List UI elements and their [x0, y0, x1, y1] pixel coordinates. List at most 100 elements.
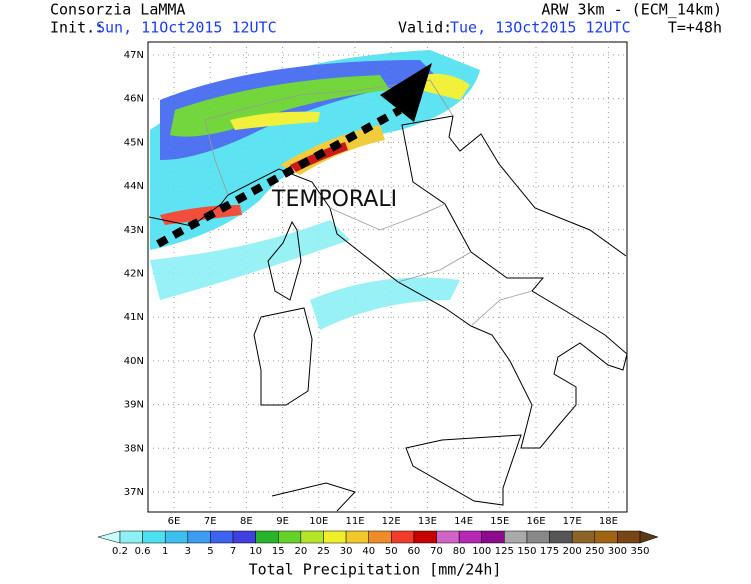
lon-label: 9E: [276, 516, 289, 527]
colorbar-label: 40: [362, 546, 375, 557]
lat-label: 37N: [124, 487, 144, 498]
lat-label: 43N: [124, 225, 144, 236]
colorbar-box: [210, 530, 234, 544]
colorbar-label: 100: [472, 546, 491, 557]
right-title: ARW 3km - (ECM_14km): [541, 1, 722, 19]
colorbar-box: [164, 530, 189, 544]
lon-label: 14E: [454, 516, 473, 527]
colorbar-label: 150: [517, 546, 536, 557]
colorbar-box: [119, 530, 143, 544]
colorbar-box: [278, 530, 302, 544]
colorbar-label: 200: [563, 546, 582, 557]
lon-label: 8E: [240, 516, 253, 527]
colorbar-box: [436, 530, 460, 544]
precip-area: [420, 73, 470, 100]
colorbar-box: [594, 530, 618, 544]
colorbar: 0.2 0.6 1 3 5 7 10 15 20 25 30 40 50 60 70 80 100 125 150 1…: [97, 530, 659, 557]
precip-area: [310, 277, 460, 330]
colorbar-label: 0.6: [135, 546, 151, 557]
colorbar-label: 250: [585, 546, 604, 557]
lon-label: 11E: [345, 516, 364, 527]
colorbar-label: 10: [249, 546, 262, 557]
colorbar-title: Total Precipitation [mm/24h]: [249, 561, 502, 579]
colorbar-label: 350: [630, 546, 649, 557]
lat-label: 42N: [124, 269, 144, 280]
lat-label: 40N: [124, 356, 144, 367]
lat-label: 47N: [124, 50, 144, 61]
lon-label: 6E: [168, 516, 181, 527]
colorbar-box: [187, 530, 211, 544]
colorbar-box: [571, 530, 596, 544]
colorbar-label: 15: [272, 546, 285, 557]
map: TEMPORALI: [147, 41, 628, 513]
colorbar-box: [413, 530, 437, 544]
precip-area: [170, 75, 390, 137]
colorbar-label: 30: [340, 546, 353, 557]
lon-label: 17E: [563, 516, 582, 527]
colorbar-label: 80: [453, 546, 466, 557]
lon-label: 16E: [526, 516, 545, 527]
colorbar-label: 125: [495, 546, 514, 557]
colorbar-label: 3: [185, 546, 191, 557]
colorbar-box: [142, 530, 166, 544]
colorbar-label: 50: [385, 546, 398, 557]
colorbar-end: [97, 530, 121, 544]
lon-label: 15E: [490, 516, 509, 527]
init-label: Init.:: [50, 19, 104, 37]
lat-label: 41N: [124, 312, 144, 323]
colorbar-label: 70: [430, 546, 443, 557]
init-value: Sun, 11Oct2015 12UTC: [96, 19, 277, 37]
colorbar-label: 300: [608, 546, 627, 557]
sardinia: [253, 307, 313, 406]
colorbar-end: [639, 530, 659, 544]
left-title: Consorzia LaMMA: [50, 1, 185, 19]
lat-label: 38N: [124, 443, 144, 454]
colorbar-box: [345, 530, 369, 544]
colorbar-box: [458, 530, 482, 544]
valid-label: Valid:: [398, 19, 452, 37]
lat-label: 44N: [124, 181, 144, 192]
lat-label: 39N: [124, 400, 144, 411]
colorbar-box: [617, 530, 641, 544]
colorbar-box: [526, 530, 550, 544]
region-border: [329, 203, 446, 231]
lead-time: T=+48h: [668, 19, 722, 37]
colorbar-label: 175: [540, 546, 559, 557]
lon-label: 10E: [309, 516, 328, 527]
coastline: [148, 115, 628, 449]
sicily: [405, 434, 522, 506]
region-border: [397, 251, 472, 283]
colorbar-box: [549, 530, 573, 544]
lon-label: 7E: [204, 516, 217, 527]
annotation: TEMPORALI: [271, 187, 397, 212]
colorbar-box: [368, 530, 392, 544]
colorbar-box: [391, 530, 415, 544]
precip-area: [230, 111, 320, 130]
region-border: [470, 290, 533, 327]
precip-area: [150, 220, 350, 300]
lon-label: 13E: [418, 516, 437, 527]
colorbar-box: [232, 530, 256, 544]
colorbar-box: [255, 530, 279, 544]
coastlines: [148, 79, 628, 512]
lat-label: 45N: [124, 137, 144, 148]
lon-label: 18E: [599, 516, 618, 527]
colorbar-label: 7: [230, 546, 236, 557]
lat-label: 46N: [124, 94, 144, 105]
colorbar-box: [481, 530, 505, 544]
colorbar-box: [323, 530, 347, 544]
africa-coast: [271, 482, 356, 512]
colorbar-label: 60: [408, 546, 421, 557]
colorbar-box: [504, 530, 528, 544]
valid-value: Tue, 13Oct2015 12UTC: [450, 19, 631, 37]
arrow-head: [380, 63, 432, 122]
colorbar-label: 1: [162, 546, 168, 557]
colorbar-label: 20: [295, 546, 308, 557]
colorbar-label: 0.2: [112, 546, 128, 557]
colorbar-box: [300, 530, 324, 544]
colorbar-label: 5: [207, 546, 213, 557]
lon-label: 12E: [382, 516, 401, 527]
colorbar-label: 25: [317, 546, 330, 557]
corsica: [267, 220, 302, 301]
